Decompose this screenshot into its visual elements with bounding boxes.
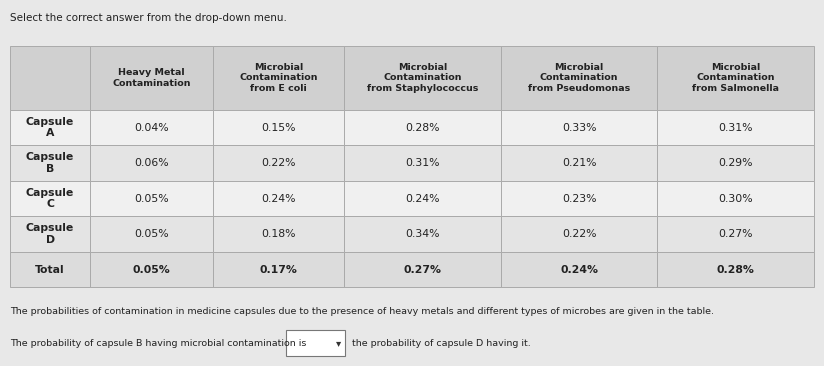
- Bar: [344, 181, 501, 216]
- Text: 0.15%: 0.15%: [261, 123, 296, 132]
- Text: 0.06%: 0.06%: [134, 158, 169, 168]
- Text: 0.23%: 0.23%: [562, 194, 597, 203]
- Bar: [501, 145, 658, 181]
- Bar: [344, 252, 501, 287]
- Bar: [286, 330, 345, 356]
- Bar: [344, 46, 501, 110]
- Text: 0.22%: 0.22%: [562, 229, 597, 239]
- Text: Microbial
Contamination
from Pseudomonas: Microbial Contamination from Pseudomonas: [528, 63, 630, 93]
- Text: Heavy Metal
Contamination: Heavy Metal Contamination: [112, 68, 191, 87]
- Text: Capsule
D: Capsule D: [26, 223, 74, 245]
- Bar: [91, 110, 213, 145]
- Bar: [344, 110, 501, 145]
- Text: 0.24%: 0.24%: [405, 194, 440, 203]
- Text: 0.30%: 0.30%: [719, 194, 753, 203]
- Bar: [658, 46, 814, 110]
- Text: 0.34%: 0.34%: [405, 229, 440, 239]
- Bar: [501, 110, 658, 145]
- Text: the probability of capsule D having it.: the probability of capsule D having it.: [349, 339, 531, 348]
- Bar: [91, 252, 213, 287]
- Bar: [10, 46, 91, 110]
- Bar: [10, 181, 91, 216]
- Bar: [10, 216, 91, 252]
- Text: 0.28%: 0.28%: [405, 123, 440, 132]
- Text: Microbial
Contamination
from Staphylococcus: Microbial Contamination from Staphylococ…: [367, 63, 478, 93]
- Text: 0.17%: 0.17%: [260, 265, 297, 274]
- Bar: [658, 181, 814, 216]
- Bar: [501, 252, 658, 287]
- Text: Capsule
C: Capsule C: [26, 188, 74, 209]
- Bar: [344, 216, 501, 252]
- Text: Capsule
A: Capsule A: [26, 117, 74, 138]
- Bar: [91, 216, 213, 252]
- Text: ▾: ▾: [336, 338, 341, 348]
- Bar: [213, 181, 344, 216]
- Text: 0.27%: 0.27%: [719, 229, 753, 239]
- Text: Select the correct answer from the drop-down menu.: Select the correct answer from the drop-…: [10, 13, 287, 23]
- Text: Microbial
Contamination
from Salmonella: Microbial Contamination from Salmonella: [692, 63, 780, 93]
- Bar: [501, 216, 658, 252]
- Text: Capsule
B: Capsule B: [26, 152, 74, 174]
- Text: The probability of capsule B having microbial contamination is: The probability of capsule B having micr…: [10, 339, 307, 348]
- Bar: [213, 46, 344, 110]
- Bar: [10, 110, 91, 145]
- Text: 0.24%: 0.24%: [261, 194, 296, 203]
- Text: 0.28%: 0.28%: [717, 265, 755, 274]
- Bar: [658, 216, 814, 252]
- Bar: [213, 252, 344, 287]
- Bar: [10, 252, 91, 287]
- Text: 0.05%: 0.05%: [134, 194, 169, 203]
- Text: 0.33%: 0.33%: [562, 123, 597, 132]
- Text: 0.04%: 0.04%: [134, 123, 169, 132]
- Bar: [91, 145, 213, 181]
- Bar: [213, 216, 344, 252]
- Text: 0.05%: 0.05%: [134, 229, 169, 239]
- Bar: [213, 145, 344, 181]
- Bar: [344, 145, 501, 181]
- Bar: [91, 46, 213, 110]
- Bar: [658, 110, 814, 145]
- Bar: [501, 181, 658, 216]
- Text: 0.24%: 0.24%: [560, 265, 598, 274]
- Text: 0.29%: 0.29%: [719, 158, 753, 168]
- Text: 0.21%: 0.21%: [562, 158, 597, 168]
- Bar: [658, 145, 814, 181]
- Bar: [10, 145, 91, 181]
- Text: 0.31%: 0.31%: [405, 158, 440, 168]
- Bar: [213, 110, 344, 145]
- Text: 0.27%: 0.27%: [404, 265, 442, 274]
- Text: 0.22%: 0.22%: [261, 158, 296, 168]
- Text: The probabilities of contamination in medicine capsules due to the presence of h: The probabilities of contamination in me…: [10, 307, 714, 316]
- Text: 0.05%: 0.05%: [133, 265, 171, 274]
- Text: Microbial
Contamination
from E coli: Microbial Contamination from E coli: [240, 63, 318, 93]
- Bar: [501, 46, 658, 110]
- Text: 0.18%: 0.18%: [261, 229, 296, 239]
- Text: Total: Total: [35, 265, 65, 274]
- Bar: [658, 252, 814, 287]
- Bar: [91, 181, 213, 216]
- Text: 0.31%: 0.31%: [719, 123, 753, 132]
